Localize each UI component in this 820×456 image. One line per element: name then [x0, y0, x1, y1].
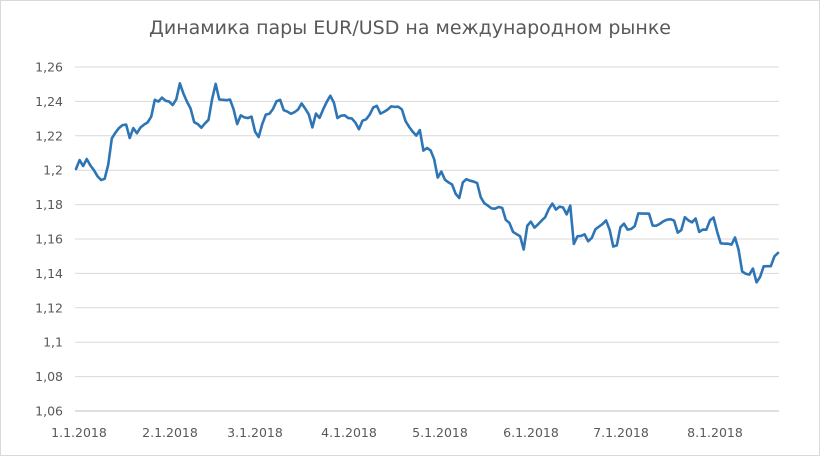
x-tick-label: 1.1.2018	[51, 425, 107, 440]
y-tick-label: 1,24	[35, 94, 63, 109]
y-tick-label: 1,14	[35, 266, 63, 281]
y-tick-label: 1,06	[35, 404, 63, 419]
x-tick-label: 8.1.2018	[687, 425, 743, 440]
x-tick-label: 3.1.2018	[227, 425, 283, 440]
y-tick-label: 1,12	[35, 300, 63, 315]
x-axis-labels: 1.1.2018 2.1.2018 3.1.2018 4.1.2018 5.1.2018…	[51, 425, 743, 440]
x-tick-label: 5.1.2018	[412, 425, 468, 440]
y-tick-label: 1,26	[35, 60, 63, 75]
y-tick-label: 1,22	[35, 128, 63, 143]
x-tick-label: 4.1.2018	[321, 425, 377, 440]
gridlines	[75, 66, 779, 412]
y-tick-label: 1,2	[43, 163, 63, 178]
y-tick-label: 1,08	[35, 369, 63, 384]
x-tick-label: 2.1.2018	[142, 425, 198, 440]
x-tick-label: 6.1.2018	[503, 425, 559, 440]
series-group	[74, 82, 780, 284]
chart-title: Динамика пары EUR/USD на международном р…	[149, 17, 671, 39]
y-tick-label: 1,1	[43, 335, 63, 350]
x-tick-label: 7.1.2018	[593, 425, 649, 440]
y-tick-label: 1,18	[35, 197, 63, 212]
series-line	[74, 82, 780, 284]
y-tick-label: 1,16	[35, 232, 63, 247]
y-axis-labels: 1,26 1,24 1,22 1,2 1,18 1,16 1,14 1,12 1,1 1,08 1,…	[35, 60, 63, 419]
